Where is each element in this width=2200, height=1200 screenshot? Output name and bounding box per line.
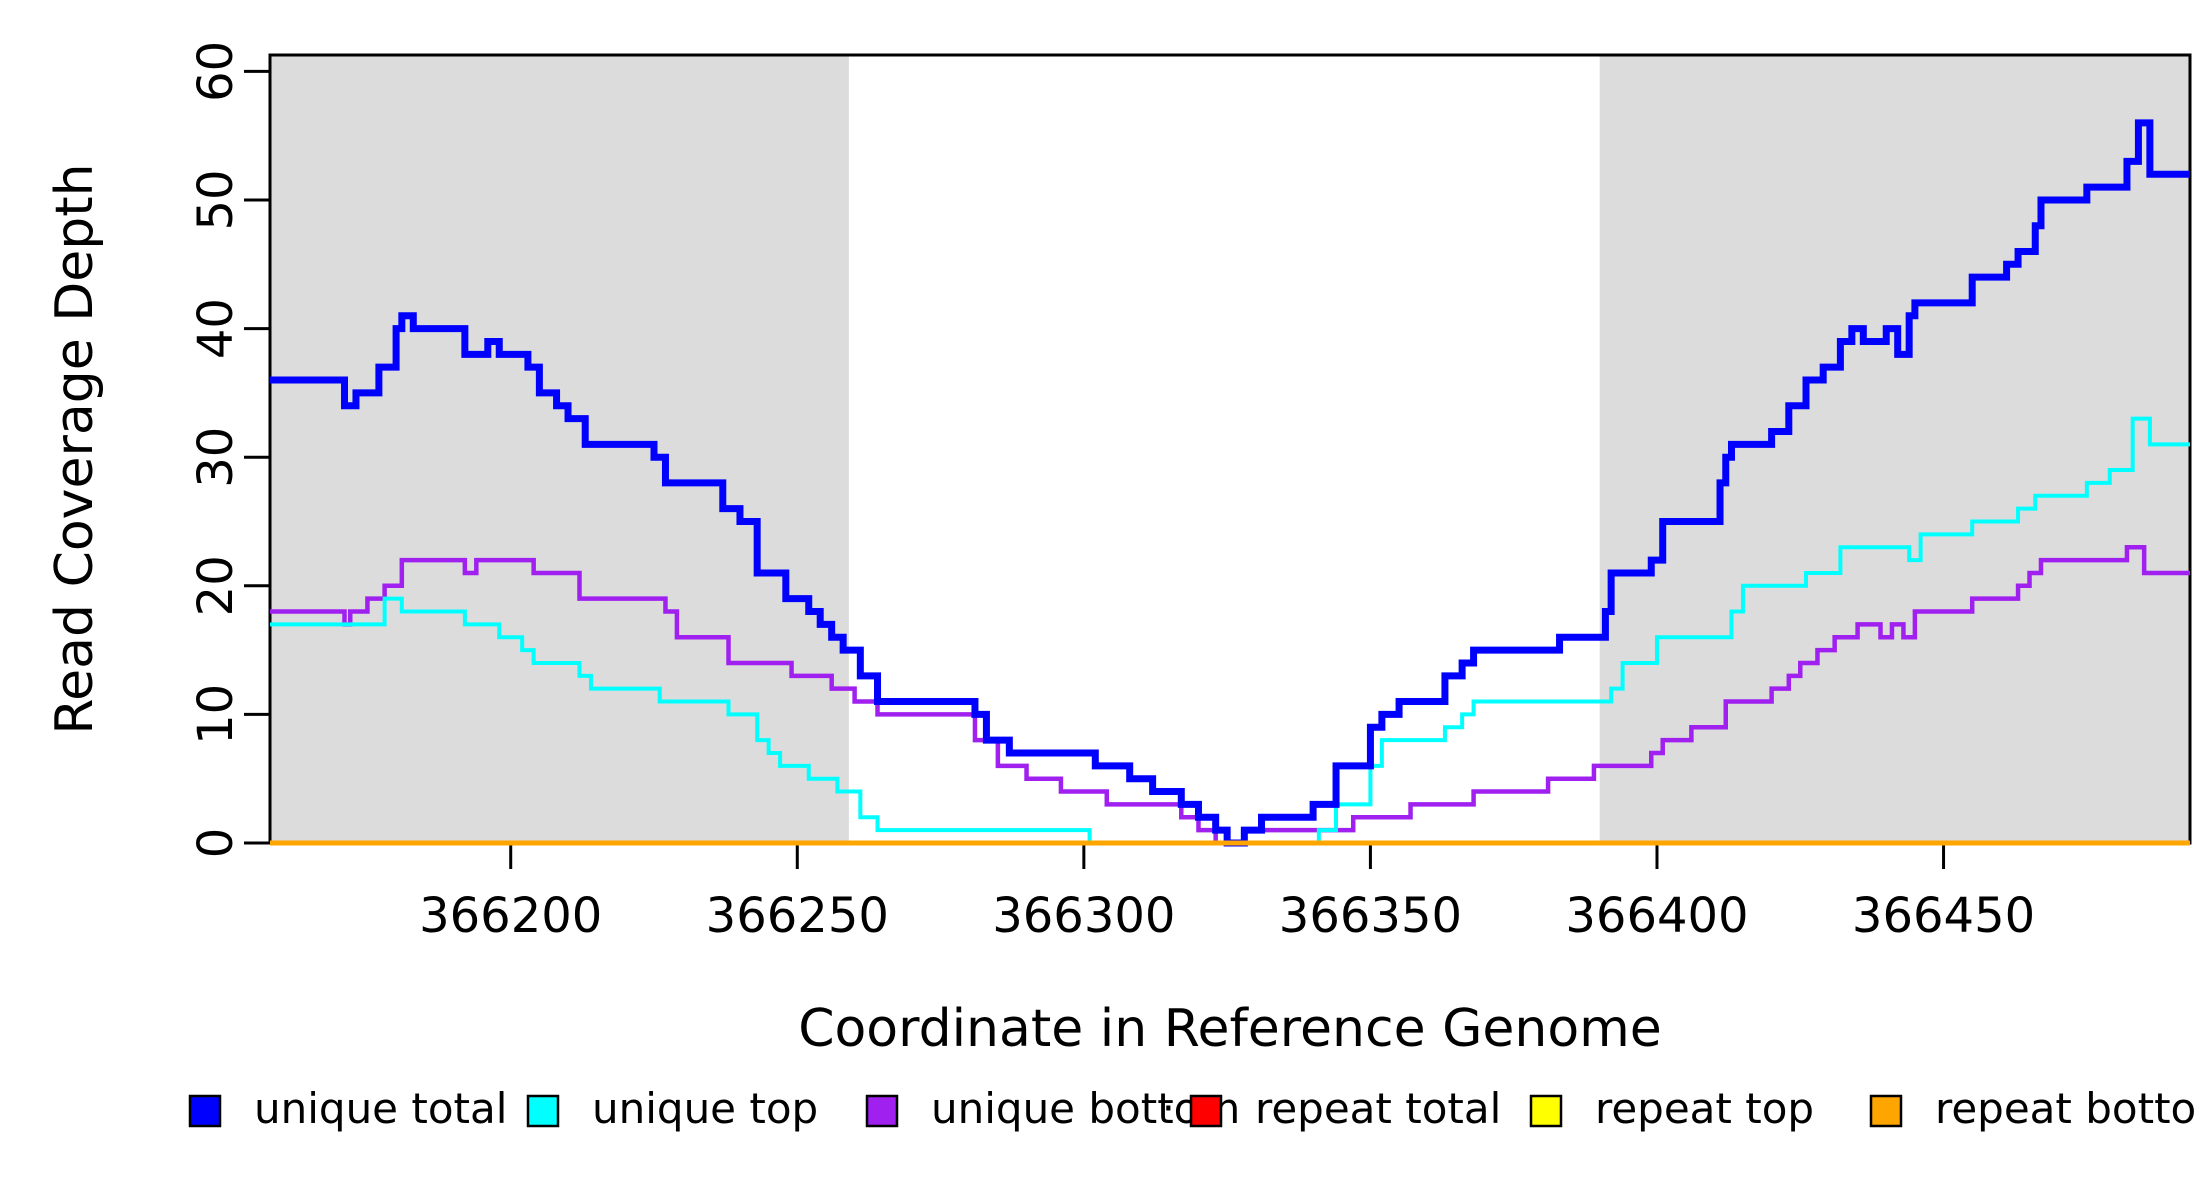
legend-swatch-unique-total: [188, 1094, 222, 1128]
x-axis-title: Coordinate in Reference Genome: [798, 999, 1662, 1059]
legend-swatch-unique-top: [526, 1094, 560, 1128]
x-axis-tick-label: 366400: [1565, 888, 1748, 944]
legend-label-repeat-total: repeat total: [1255, 1084, 1501, 1133]
x-axis-tick-label: 366200: [419, 888, 602, 944]
y-axis-tick-label: 10: [188, 684, 244, 745]
y-axis-tick-label: 0: [188, 828, 244, 859]
legend-label-repeat-bottom: repeat bottom: [1935, 1084, 2200, 1133]
x-axis-tick-label: 366300: [992, 888, 1175, 944]
shaded-right-repeat-region: [1599, 55, 2190, 843]
x-axis-tick-label: 366350: [1279, 888, 1462, 944]
shaded-left-repeat-region: [270, 55, 849, 843]
legend-label-unique-total: unique total: [254, 1084, 507, 1133]
y-axis-tick-label: 50: [188, 169, 244, 230]
legend-swatch-unique-bottom: [865, 1094, 899, 1128]
legend-swatch-repeat-bottom: [1869, 1094, 1903, 1128]
legend-label-unique-bottom: unique bottom: [931, 1084, 1240, 1133]
y-axis-tick-label: 40: [188, 298, 244, 359]
series-line-unique-bottom: [270, 544, 2190, 846]
x-axis-tick-label: 366250: [706, 888, 889, 944]
stray-mark: ·: [1162, 1086, 1175, 1132]
legend-swatch-repeat-total: [1189, 1094, 1223, 1128]
series-line-unique-top: [270, 416, 2190, 845]
legend-swatch-repeat-top: [1529, 1094, 1563, 1128]
legend-label-repeat-top: repeat top: [1595, 1084, 1814, 1133]
y-axis-tick-label: 20: [188, 555, 244, 616]
x-axis-tick-label: 366450: [1852, 888, 2035, 944]
y-axis-tick-label: 60: [188, 41, 244, 102]
y-axis-title: Read Coverage Depth: [45, 163, 105, 734]
legend-label-unique-top: unique top: [592, 1084, 818, 1133]
y-axis-tick-label: 30: [188, 427, 244, 488]
series-line-unique-total: [270, 119, 2190, 847]
